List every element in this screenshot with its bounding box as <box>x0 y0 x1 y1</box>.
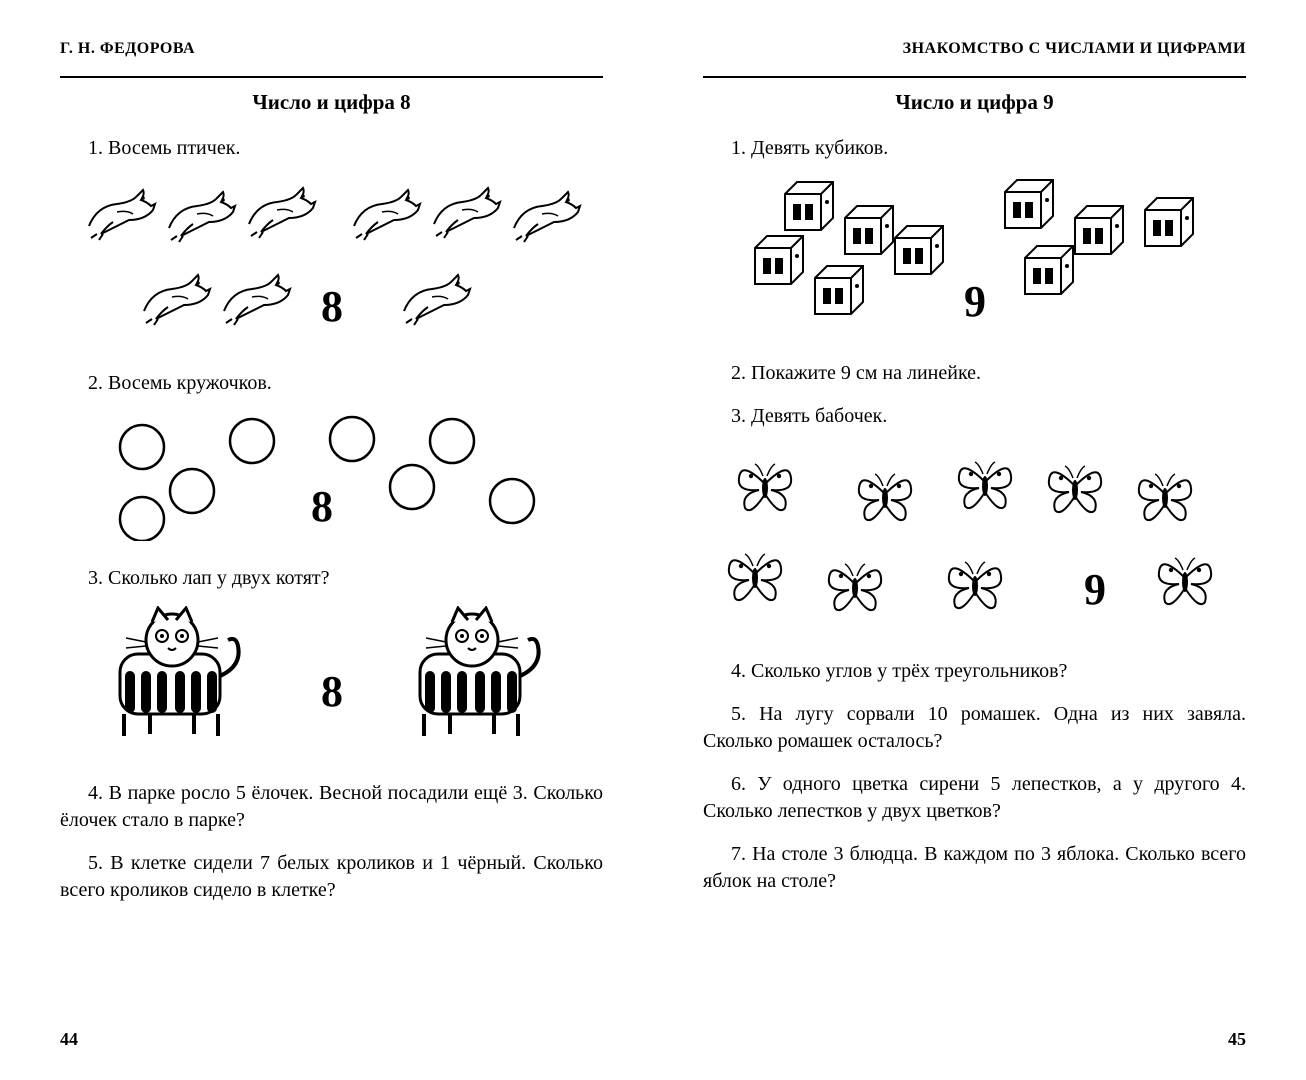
cats-illustration: 8 <box>60 606 603 756</box>
task-text: 7. На столе 3 блюдца. В каждом по 3 ябло… <box>703 841 1246 895</box>
digit-9: 9 <box>964 277 986 326</box>
page-number-right: 45 <box>703 1029 1246 1050</box>
task-text: 1. Девять кубиков. <box>703 135 1246 162</box>
cubes-illustration: 9 <box>703 176 1246 336</box>
task-text: 3. Сколько лап у двух котят? <box>60 565 603 592</box>
task-text: 2. Покажите 9 см на линейке. <box>703 360 1246 387</box>
page-left: Г. Н. ФЕДОРОВА Число и цифра 8 1. Восемь… <box>0 0 653 1080</box>
task-text: 1. Восемь птичек. <box>60 135 603 162</box>
task-text: 5. На лугу сорвали 10 ромашек. Одна из н… <box>703 701 1246 755</box>
digit-9: 9 <box>1084 565 1106 614</box>
cats-svg: 8 <box>102 606 562 756</box>
running-head-right: ЗНАКОМСТВО С ЧИСЛАМИ И ЦИФРАМИ <box>703 40 1246 58</box>
header-rule <box>703 76 1246 78</box>
task-text: 2. Восемь кружочков. <box>60 370 603 397</box>
butterflies-svg: 9 <box>715 444 1235 634</box>
digit-8: 8 <box>311 482 333 531</box>
header-rule <box>60 76 603 78</box>
cubes-svg: 9 <box>725 176 1225 336</box>
digit-8: 8 <box>321 282 343 331</box>
section-title-9: Число и цифра 9 <box>703 90 1246 115</box>
task-text: 3. Девять бабочек. <box>703 403 1246 430</box>
task-text: 6. У одного цветка сирени 5 лепестков, а… <box>703 771 1246 825</box>
page-right: ЗНАКОМСТВО С ЧИСЛАМИ И ЦИФРАМИ Число и ц… <box>653 0 1306 1080</box>
circles-illustration: 8 <box>60 411 603 541</box>
task-text: 4. Сколько углов у трёх треугольников? <box>703 658 1246 685</box>
butterflies-illustration: 9 <box>703 444 1246 634</box>
circles-svg: 8 <box>92 411 572 541</box>
section-title-8: Число и цифра 8 <box>60 90 603 115</box>
task-text: 4. В парке росло 5 ёлочек. Весной посади… <box>60 780 603 834</box>
birds-illustration: 8 <box>60 176 603 346</box>
book-spread: Г. Н. ФЕДОРОВА Число и цифра 8 1. Восемь… <box>0 0 1306 1080</box>
page-number-left: 44 <box>60 1029 603 1050</box>
running-head-left: Г. Н. ФЕДОРОВА <box>60 40 603 58</box>
task-text: 5. В клетке сидели 7 белых кроликов и 1 … <box>60 850 603 904</box>
digit-8: 8 <box>321 667 343 716</box>
birds-svg: 8 <box>82 176 582 346</box>
